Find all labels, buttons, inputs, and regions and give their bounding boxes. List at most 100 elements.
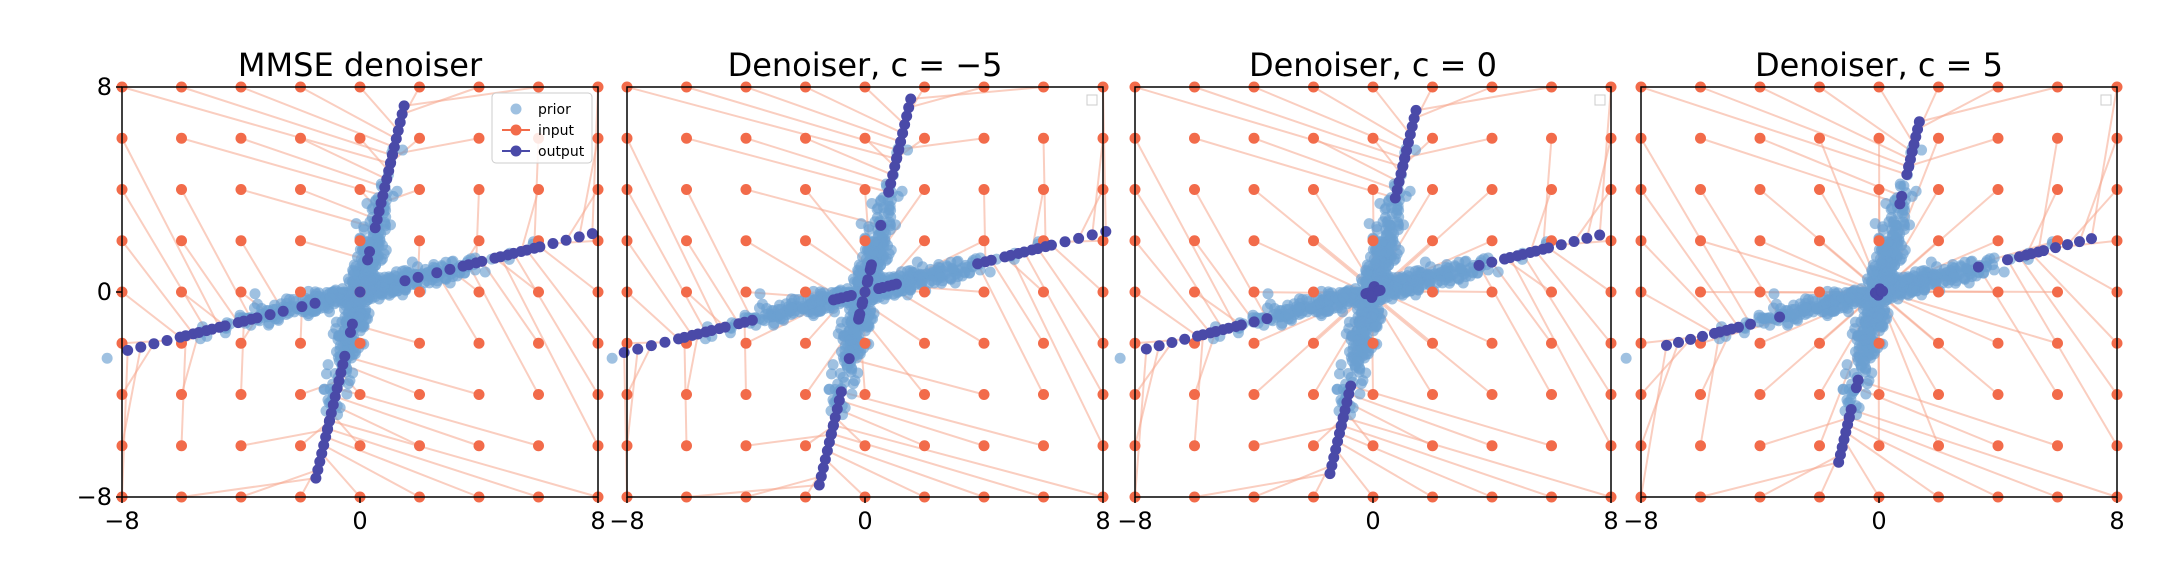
output-point	[659, 336, 671, 348]
prior-point	[768, 317, 780, 329]
output-point	[337, 358, 349, 370]
output-point	[893, 143, 905, 155]
link-line	[121, 343, 155, 396]
link-line	[180, 189, 253, 320]
output-point	[193, 326, 205, 338]
input-point	[1992, 389, 2004, 400]
prior-point	[421, 275, 433, 287]
prior-point	[356, 321, 368, 333]
link-line	[552, 239, 599, 245]
x-tick-label: −8	[1623, 507, 1658, 535]
output-point	[1555, 239, 1567, 251]
output-point	[335, 367, 347, 379]
link-line	[329, 419, 599, 498]
prior-point	[341, 388, 353, 400]
link-line	[1313, 137, 1400, 183]
prior-point	[1872, 311, 1884, 323]
output-point	[387, 148, 399, 160]
input-point	[859, 235, 871, 247]
prior-point	[350, 218, 362, 230]
output-point	[1210, 325, 1222, 337]
link-line	[1509, 257, 1612, 447]
input-point	[740, 235, 752, 247]
link-line	[1077, 189, 1104, 239]
link-line	[121, 350, 129, 498]
link-line	[1134, 341, 1173, 396]
link-line	[908, 86, 985, 109]
input-point	[1933, 286, 1944, 298]
output-point	[883, 186, 895, 198]
output-point	[678, 331, 690, 343]
prior-point	[1768, 288, 1780, 300]
link-line	[1134, 137, 1237, 327]
link-line	[826, 449, 925, 498]
prior-point	[1466, 266, 1478, 278]
output-point	[1166, 337, 1178, 349]
output-point	[985, 254, 997, 266]
input-point	[295, 184, 306, 195]
output-point	[369, 222, 381, 234]
input-point	[1189, 286, 1200, 298]
link-line	[344, 355, 480, 396]
prior-point	[1949, 277, 1961, 289]
link-line	[833, 424, 1104, 498]
input-point	[919, 132, 930, 144]
prior-point	[877, 232, 889, 244]
input-point	[1038, 440, 1049, 452]
prior-point	[1764, 312, 1776, 324]
link-line	[181, 477, 317, 498]
prior-point	[1261, 302, 1273, 314]
prior-point	[1799, 308, 1811, 320]
input-point	[681, 389, 692, 400]
prior-point	[1916, 144, 1928, 156]
link-line	[990, 259, 1045, 344]
prior-point	[1782, 317, 1794, 329]
link-line	[1343, 416, 1612, 498]
link-line	[320, 452, 361, 498]
input-point	[533, 337, 544, 349]
input-point	[1038, 184, 1049, 195]
input-point	[1873, 337, 1885, 349]
link-line	[180, 332, 200, 395]
output-point	[1179, 333, 1191, 345]
prior-point	[1857, 345, 1869, 357]
link-line	[334, 395, 480, 447]
link-line	[983, 189, 987, 262]
prior-point	[1882, 236, 1894, 248]
prior-point	[847, 298, 859, 310]
output-point	[1153, 340, 1165, 352]
link-line	[1415, 86, 1552, 112]
prior-point	[406, 256, 418, 268]
link-line	[240, 86, 395, 148]
output-point	[1685, 333, 1697, 345]
output-point	[1581, 232, 1593, 244]
prior-point	[430, 277, 442, 289]
output-point	[316, 447, 328, 459]
output-point	[180, 330, 192, 342]
legend-marker	[510, 124, 522, 136]
output-point	[897, 127, 909, 139]
prior-point	[1337, 306, 1349, 318]
input-point	[1189, 132, 1200, 144]
input-point	[740, 286, 752, 298]
empty-legend	[1086, 94, 1098, 106]
link-line	[327, 427, 539, 498]
link-line	[685, 240, 740, 325]
prior-point	[1362, 268, 1374, 280]
output-point	[845, 289, 857, 301]
input-point	[1754, 235, 1766, 247]
output-point	[322, 423, 334, 435]
input-point	[235, 286, 247, 298]
output-point	[354, 286, 366, 298]
output-point	[2038, 245, 2050, 257]
panel-title: Denoiser, c = −5	[728, 46, 1003, 84]
legend-label: prior	[538, 102, 571, 118]
input-point	[176, 235, 187, 247]
prior-point	[933, 258, 945, 270]
input-point	[800, 132, 811, 144]
output-point	[238, 315, 250, 327]
input-point	[473, 389, 485, 400]
link-line	[1037, 248, 1104, 344]
prior-point	[1925, 256, 1937, 268]
output-point	[379, 181, 391, 193]
